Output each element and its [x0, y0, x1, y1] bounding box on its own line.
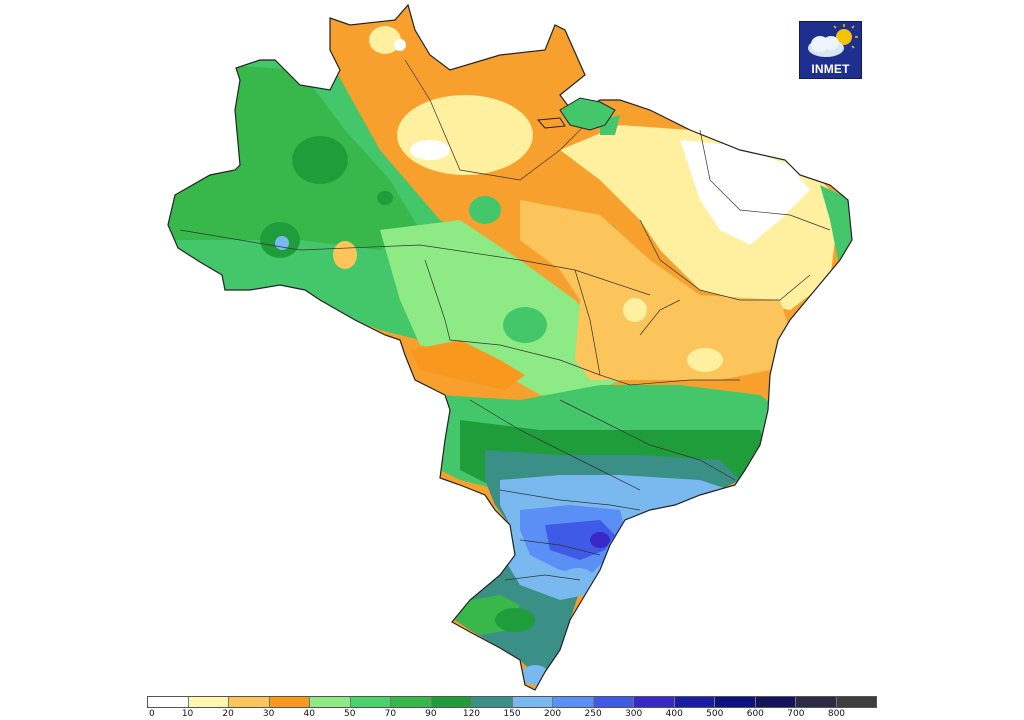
inmet-logo: INMET — [799, 21, 862, 79]
brazil-outline — [167, 3, 853, 691]
legend-swatch — [553, 697, 594, 707]
legend-swatch — [310, 697, 351, 707]
legend-tick-label: 300 — [625, 709, 643, 719]
legend-swatch — [512, 697, 553, 707]
rain-contours — [168, 5, 852, 690]
legend-tick-label: 30 — [262, 709, 275, 719]
legend-tick-label: 10 — [181, 709, 194, 719]
logo-text: INMET — [811, 62, 850, 76]
legend-tick-label: 120 — [462, 709, 481, 719]
legend-swatch — [796, 697, 837, 707]
legend-swatch — [674, 697, 715, 707]
legend-swatch — [188, 697, 229, 707]
legend-tick-label: 40 — [303, 709, 315, 719]
cloud-sun-icon — [808, 24, 858, 57]
legend-swatch — [431, 697, 472, 707]
legend-swatch — [269, 697, 310, 707]
marajo-island — [536, 97, 616, 131]
legend-tick-label: 400 — [665, 709, 683, 719]
legend-swatch — [472, 697, 513, 707]
legend-swatch — [350, 697, 391, 707]
legend-tick-label: 20 — [222, 709, 234, 719]
legend-tick-label: 250 — [584, 709, 602, 719]
legend-swatch — [836, 697, 876, 707]
legend-tick-label: 200 — [543, 709, 562, 719]
precipitation-legend: 0 10 20 30 40 50 70 90 120 150 200 250 300 400 500 600 7… — [147, 696, 877, 720]
legend-swatch — [634, 697, 675, 707]
legend-swatch — [391, 697, 432, 707]
legend-colorbar — [147, 696, 877, 708]
legend-swatch — [593, 697, 634, 707]
legend-swatch — [755, 697, 796, 707]
precipitation-map — [167, 3, 853, 691]
state-borders — [179, 59, 831, 581]
legend-tick-label: 150 — [503, 709, 521, 719]
legend-tick-label: 50 — [344, 709, 356, 719]
legend-swatch — [229, 697, 270, 707]
legend-tick-label: 700 — [787, 709, 805, 719]
legend-tick-label: 0 — [149, 709, 155, 719]
legend-tick-label: 500 — [706, 709, 724, 719]
legend-tick-label: 600 — [746, 709, 764, 719]
legend-tick-label: 800 — [827, 709, 846, 719]
legend-tick-label: 70 — [384, 709, 397, 719]
legend-swatch — [715, 697, 756, 707]
legend-swatch — [148, 697, 189, 707]
legend-tick-label: 90 — [425, 709, 437, 719]
